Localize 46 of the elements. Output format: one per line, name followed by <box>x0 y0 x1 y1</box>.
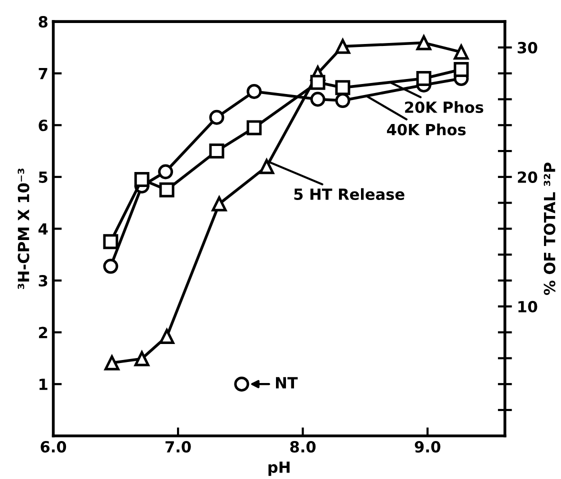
y2-tick-label: 30 <box>518 42 538 54</box>
y2-tick-label: 20 <box>518 171 538 183</box>
y-tick-label: 7 <box>38 68 48 80</box>
y-tick-label: 5 <box>38 172 48 183</box>
point <box>246 120 262 136</box>
x-tick-label: 9.0 <box>414 441 440 453</box>
legend-label: 5 HT Release <box>294 188 404 200</box>
y-tick-label: 2 <box>39 326 48 338</box>
x-axis-title: pH <box>268 462 290 476</box>
point <box>158 164 174 180</box>
y-tick-label: 6 <box>38 120 48 132</box>
point <box>134 172 150 188</box>
y-tick-label: 8 <box>38 16 48 28</box>
legend-label: 20K Phos <box>405 101 484 113</box>
point <box>209 110 224 125</box>
point <box>416 71 432 86</box>
point <box>454 62 469 77</box>
x-tick-label: 8.0 <box>290 441 316 453</box>
point <box>310 74 326 90</box>
legend-label: 40K Phos <box>386 124 466 136</box>
point <box>335 80 350 96</box>
y-axis-title: ³H-CPM X 10⁻³ <box>18 168 30 289</box>
series-label: NT <box>276 377 298 388</box>
point <box>209 144 224 159</box>
point <box>335 93 350 108</box>
y-tick-label: 3 <box>38 274 48 287</box>
y-tick-label: 4 <box>38 223 48 235</box>
x-tick-label: 7.0 <box>166 441 191 453</box>
point <box>234 376 250 392</box>
y-tick-label: 1 <box>40 378 48 390</box>
point <box>159 182 174 198</box>
point <box>103 258 118 274</box>
point <box>134 351 150 366</box>
point <box>103 234 118 250</box>
y2-axis-title: % OF TOTAL ³²P <box>544 162 556 295</box>
point <box>159 328 174 344</box>
point <box>454 44 469 60</box>
point <box>310 92 326 107</box>
point <box>104 355 120 370</box>
y2-tick-label: 10 <box>518 300 538 312</box>
point <box>212 196 227 212</box>
point <box>246 84 262 99</box>
point <box>259 159 274 174</box>
x-tick-label: 6.0 <box>40 441 66 453</box>
point <box>335 38 350 54</box>
point <box>416 35 432 50</box>
